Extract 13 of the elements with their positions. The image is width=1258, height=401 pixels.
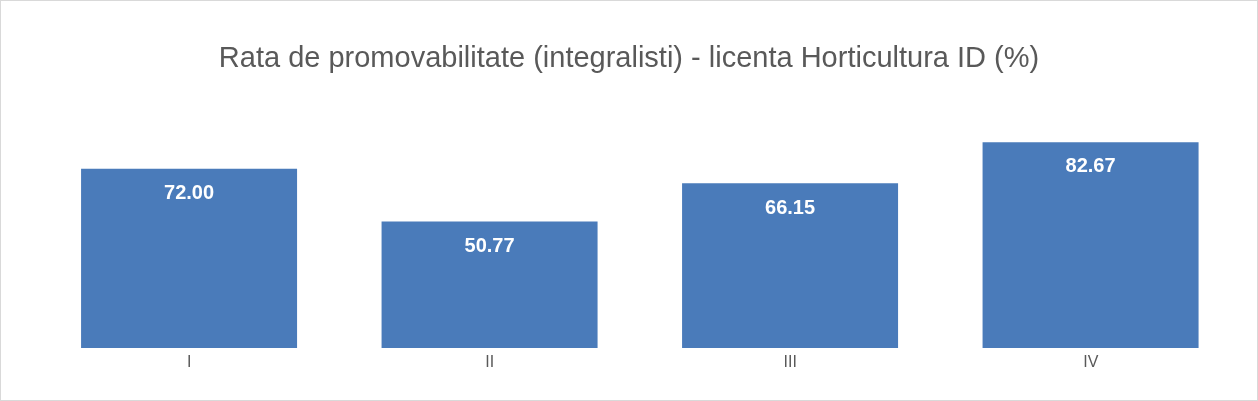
x-tick-label: III [783,353,797,371]
data-label: 72.00 [164,180,215,203]
bar [81,168,298,348]
data-label: 50.77 [464,233,515,256]
x-tick-label: IV [1083,353,1099,371]
data-label: 82.67 [1065,154,1116,177]
chart-title: Rata de promovabilitate (integralisti) - licenta Horticultura ID (%) [217,41,1041,74]
x-tick-label: II [485,353,495,371]
bar [682,183,899,348]
x-tick-label: I [187,353,192,371]
bar [982,142,1199,348]
bar [381,221,598,348]
data-label: 66.15 [765,195,816,218]
